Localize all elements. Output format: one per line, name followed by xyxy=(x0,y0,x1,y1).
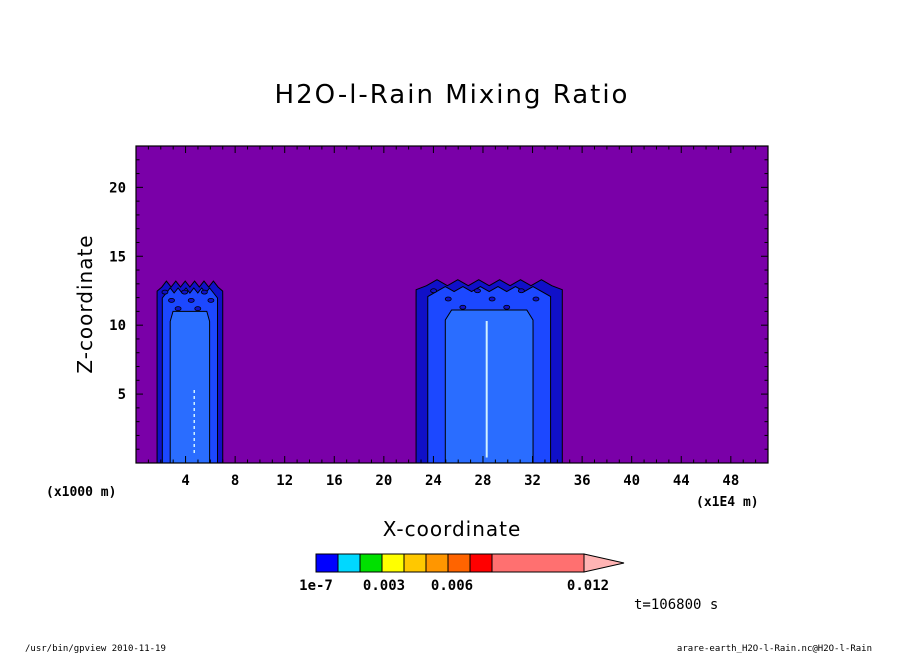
colorbar-label: 0.012 xyxy=(567,578,609,594)
x-tick-label: 16 xyxy=(326,473,343,489)
colorbar-extend-arrow xyxy=(583,553,625,573)
y-tick-label: 15 xyxy=(109,249,126,265)
colorbar xyxy=(315,553,625,573)
colorbar-swatch xyxy=(381,553,405,573)
x-tick-label: 20 xyxy=(375,473,392,489)
right-cell-speck xyxy=(444,296,452,302)
left-cell-speck xyxy=(161,289,169,295)
right-cell-speck xyxy=(430,288,438,294)
footer-right: arare-earth_H2O-l-Rain.nc@H2O-l-Rain xyxy=(677,644,872,654)
x-unit-label: (x1E4 m) xyxy=(696,495,759,510)
right-cell-speck xyxy=(474,288,481,294)
left-cell-speck xyxy=(181,289,189,295)
x-tick-label: 12 xyxy=(276,473,293,489)
colorbar-swatch xyxy=(359,553,383,573)
colorbar-swatch xyxy=(491,553,585,573)
x-tick-label: 44 xyxy=(673,473,690,489)
colorbar-labels: 1e-7 0.003 0.006 0.012 xyxy=(299,578,609,594)
y-ticks: 5 10 15 20 xyxy=(109,159,768,450)
plot-frame xyxy=(135,145,769,464)
colorbar-swatch xyxy=(447,553,471,573)
left-cell-speck xyxy=(168,297,175,303)
right-cell-inner-contour xyxy=(444,309,534,464)
x-tick-label: 32 xyxy=(524,473,541,489)
right-cell-speck xyxy=(532,296,540,302)
colorbar-swatch xyxy=(403,553,427,573)
x-axis-label: X-coordinate xyxy=(383,517,522,541)
colorbar-swatch xyxy=(425,553,449,573)
y-tick-label: 20 xyxy=(109,180,126,196)
right-cell-speck xyxy=(459,304,467,310)
time-label: t=106800 s xyxy=(634,597,718,613)
y-tick-label: 5 xyxy=(118,387,126,403)
colorbar-label: 1e-7 xyxy=(299,578,333,594)
right-cell-speck xyxy=(517,288,525,294)
x-tick-label: 28 xyxy=(475,473,492,489)
colorbar-label: 0.003 xyxy=(363,578,405,594)
x-tick-label: 48 xyxy=(722,473,739,489)
colorbar-swatch xyxy=(337,553,361,573)
y-tick-label: 10 xyxy=(109,318,126,334)
colorbar-label: 0.006 xyxy=(431,578,473,594)
left-cell-speck xyxy=(207,297,215,303)
x-tick-label: 4 xyxy=(181,473,189,489)
footer-left: /usr/bin/gpview 2010-11-19 xyxy=(25,644,166,654)
left-cell-speck xyxy=(174,306,182,312)
colorbar-swatch xyxy=(315,553,339,573)
left-cell-speck xyxy=(194,306,202,312)
chart-title: H2O-l-Rain Mixing Ratio xyxy=(275,80,630,110)
x-tick-label: 36 xyxy=(574,473,591,489)
right-cell-speck xyxy=(503,304,511,310)
x-tick-label: 8 xyxy=(231,473,239,489)
colorbar-swatch xyxy=(469,553,493,573)
rain-cells xyxy=(156,279,563,464)
left-cell-speck xyxy=(200,289,208,295)
right-cell-speck xyxy=(488,296,496,302)
y-axis-label: Z-coordinate xyxy=(73,234,97,373)
left-cell-inner-contour xyxy=(169,310,211,464)
x-ticks: 4 8 12 16 20 24 28 32 36 40 44 48 xyxy=(147,146,757,489)
left-cell-speck xyxy=(187,297,195,303)
x-tick-label: 24 xyxy=(425,473,442,489)
y-unit-label: (x1000 m) xyxy=(46,485,116,500)
x-tick-label: 40 xyxy=(623,473,640,489)
